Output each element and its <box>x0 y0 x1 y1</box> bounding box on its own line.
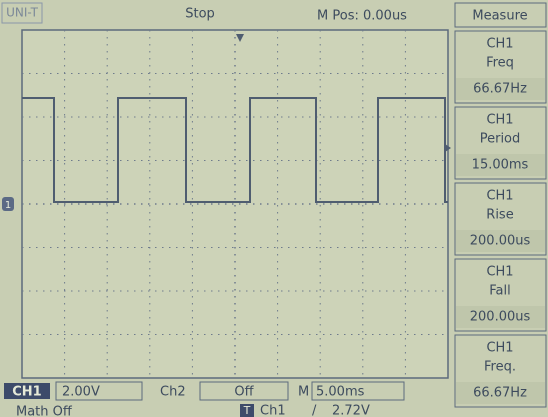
trigger-slope: / <box>312 404 317 417</box>
timebase-label: M <box>298 385 309 400</box>
channel-marker: 1 <box>5 200 11 211</box>
measure-channel: CH1 <box>486 265 513 280</box>
trigger-icon: T <box>243 404 251 417</box>
measure-label: Freq. <box>484 360 516 375</box>
run-status: Stop <box>185 7 215 22</box>
oscilloscope-screen: UNI-T Stop M Pos: 0.00us 1 Measure CH1 Fr… <box>0 0 548 417</box>
horizontal-position: M Pos: 0.00us <box>317 9 407 24</box>
measure-label: Fall <box>489 284 510 299</box>
measure-channel: CH1 <box>486 113 513 128</box>
measure-channel: CH1 <box>486 37 513 52</box>
measure-label: Period <box>480 132 521 147</box>
ch1-scale: 2.00V <box>62 385 100 400</box>
ch2-state: Off <box>234 385 254 400</box>
measure-panel: CH1 Freq 66.67Hz CH1 Period 15.00ms CH1 Rise 200… <box>455 31 546 407</box>
measure-channel: CH1 <box>486 341 513 356</box>
measure-title: Measure <box>472 9 527 24</box>
ch1-label: CH1 <box>12 385 41 400</box>
ch2-label: Ch2 <box>160 385 186 400</box>
brand: UNI-T <box>6 6 39 20</box>
measure-value: 66.67Hz <box>473 82 527 97</box>
measure-value: 66.67Hz <box>473 386 527 401</box>
trigger-source: Ch1 <box>260 404 286 417</box>
measure-value: 200.00us <box>470 234 531 249</box>
math-state: Math Off <box>16 405 73 417</box>
trigger-level: 2.72V <box>332 404 370 417</box>
timebase: 5.00ms <box>316 385 365 400</box>
measure-value: 200.00us <box>470 310 531 325</box>
measure-channel: CH1 <box>486 189 513 204</box>
page: Oscilloscope {"header":{"brand":"UNI-T",… <box>0 0 548 417</box>
measure-label: Rise <box>486 208 513 223</box>
body: UNI-T Stop M Pos: 0.00us 1 Measure CH1 Fr… <box>0 0 548 417</box>
measure-value: 15.00ms <box>472 158 529 173</box>
measure-label: Freq <box>486 56 514 71</box>
